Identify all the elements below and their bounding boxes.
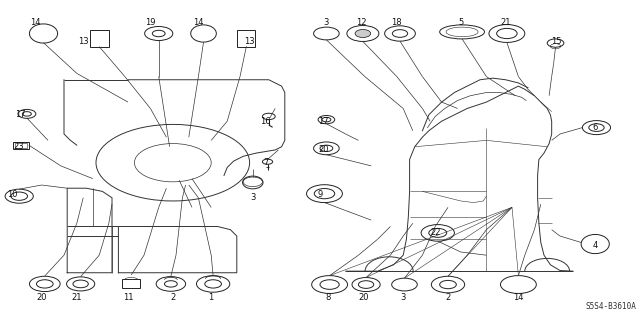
Text: 22: 22 <box>430 228 440 237</box>
Text: 12: 12 <box>356 18 367 27</box>
Text: 1: 1 <box>209 293 214 302</box>
Text: 23: 23 <box>14 142 24 151</box>
Text: 13: 13 <box>244 37 255 46</box>
Text: 2: 2 <box>170 293 175 302</box>
Text: 19: 19 <box>145 18 156 27</box>
Text: 5: 5 <box>458 18 463 27</box>
Text: 17: 17 <box>318 117 328 126</box>
Text: 10: 10 <box>8 190 18 199</box>
Bar <box>237 30 255 47</box>
Text: 15: 15 <box>552 37 562 46</box>
Text: 6: 6 <box>593 123 598 132</box>
Text: 14: 14 <box>30 18 40 27</box>
Bar <box>90 30 109 47</box>
Text: 14: 14 <box>513 293 524 302</box>
Text: 17: 17 <box>15 110 26 119</box>
Text: 3: 3 <box>324 18 329 27</box>
Text: 7: 7 <box>263 158 268 167</box>
Text: 20: 20 <box>36 293 47 302</box>
Text: 18: 18 <box>392 18 402 27</box>
Text: S5S4-B3610A: S5S4-B3610A <box>586 302 637 311</box>
Text: 3: 3 <box>250 193 255 202</box>
Text: 2: 2 <box>445 293 451 302</box>
Text: 21: 21 <box>500 18 511 27</box>
Text: 13: 13 <box>78 37 88 46</box>
Text: 20: 20 <box>358 293 369 302</box>
Text: 14: 14 <box>193 18 204 27</box>
Text: 8: 8 <box>325 293 330 302</box>
Text: 16: 16 <box>260 117 271 126</box>
Text: 4: 4 <box>593 241 598 250</box>
Text: 11: 11 <box>123 293 133 302</box>
Circle shape <box>355 30 371 37</box>
Bar <box>13 142 29 149</box>
Text: 20: 20 <box>318 145 328 154</box>
Bar <box>122 279 140 288</box>
Text: 3: 3 <box>401 293 406 302</box>
Text: 9: 9 <box>317 190 323 199</box>
Bar <box>15 143 27 147</box>
Text: 21: 21 <box>72 293 82 302</box>
